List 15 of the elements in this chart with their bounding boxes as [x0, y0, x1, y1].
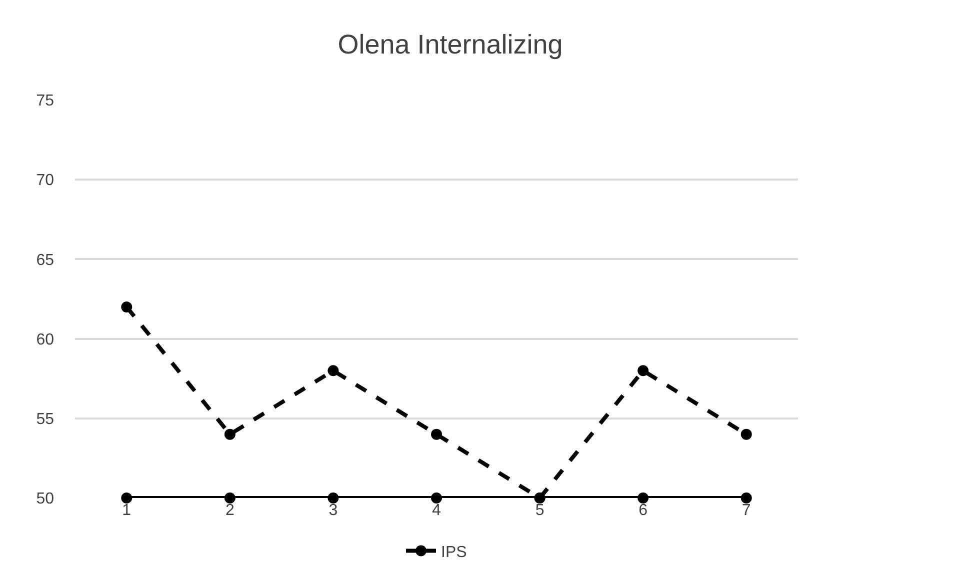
x-tick-label: 6: [638, 502, 648, 519]
y-tick-label: 50: [36, 490, 54, 508]
y-tick-label: 75: [36, 92, 54, 110]
x-tick-label: 1: [122, 502, 132, 519]
x-tick-label: 4: [432, 502, 442, 519]
y-tick-label: 60: [36, 331, 54, 348]
x-tick-label: 2: [225, 502, 234, 519]
y-tick-label: 70: [36, 172, 54, 190]
x-tick-label: 3: [328, 502, 338, 519]
chart-title: Olena Internalizing: [338, 30, 563, 60]
x-tick-label: 5: [535, 502, 544, 519]
x-tick-label: 7: [742, 502, 751, 519]
y-tick-label: 65: [36, 252, 54, 269]
legend-label: IPS: [441, 544, 467, 561]
y-tick-label: 55: [36, 411, 54, 428]
